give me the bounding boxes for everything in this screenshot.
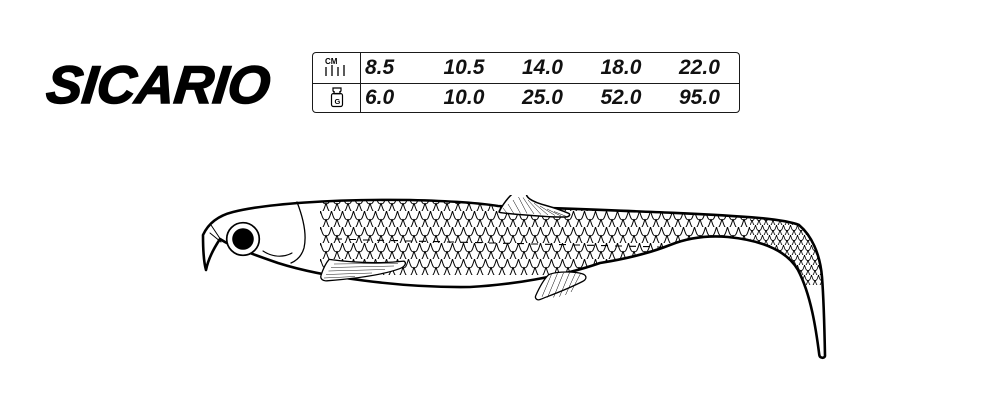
svg-text:CM: CM	[325, 57, 338, 66]
svg-text:G: G	[334, 97, 340, 106]
